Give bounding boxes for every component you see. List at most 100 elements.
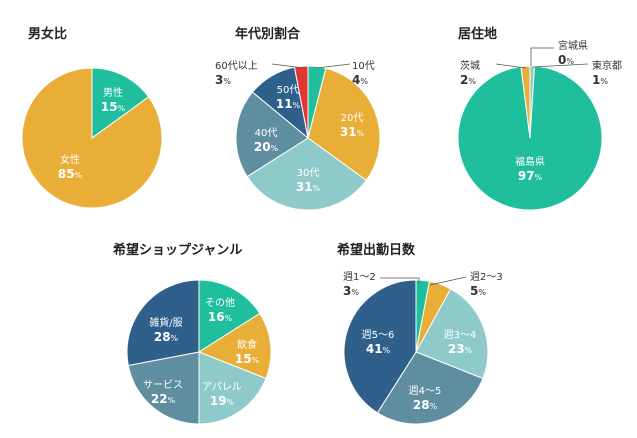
slice-label: 茨城 xyxy=(460,59,480,72)
leader-line xyxy=(380,277,420,283)
slice-label: 女性 xyxy=(60,153,80,166)
leader-line xyxy=(316,63,351,69)
slice-label: 福島県 xyxy=(515,155,545,168)
pie-slice xyxy=(246,137,367,211)
pie-slice xyxy=(198,279,261,353)
chart-title: 希望出勤日数 xyxy=(337,242,416,258)
percent-unit: % xyxy=(171,334,179,343)
chart-title: 男女比 xyxy=(28,26,67,42)
slice-label: 20代 xyxy=(341,112,364,124)
percent-unit: % xyxy=(465,346,473,355)
slice-percent: 20% xyxy=(254,140,279,154)
slice-label: 雑貨/服 xyxy=(149,316,182,329)
percent-unit: % xyxy=(227,398,235,407)
pie-slice xyxy=(376,351,484,425)
pie-slice xyxy=(415,288,489,380)
slice-percent: 28% xyxy=(154,330,179,344)
leader-line xyxy=(429,276,467,286)
chart-title: 年代別割合 xyxy=(235,26,301,42)
pie-slice xyxy=(127,351,200,425)
percent-unit: % xyxy=(75,171,83,180)
pie-chart-2: 年代別割合10代4%20代31%30代31%40代20%50代11%60代以上3… xyxy=(215,26,381,211)
slice-percent: 3% xyxy=(215,73,231,87)
percent-unit: % xyxy=(383,346,391,355)
percent-unit: % xyxy=(271,144,279,153)
slice-percent: 16% xyxy=(208,310,233,324)
percent-unit: % xyxy=(357,129,365,138)
slice-label: 東京都 xyxy=(592,59,622,72)
slice-percent: 85% xyxy=(58,167,83,181)
slice-percent: 19% xyxy=(210,394,235,408)
slice-label: 週2～3 xyxy=(470,271,503,283)
slice-label: 40代 xyxy=(255,127,278,139)
pie-slice xyxy=(307,67,381,182)
percent-unit: % xyxy=(468,77,476,86)
percent-unit: % xyxy=(351,288,359,297)
percent-unit: % xyxy=(225,314,233,323)
slice-percent: 11% xyxy=(276,97,301,111)
pie-slice xyxy=(520,65,531,139)
slice-percent: 1% xyxy=(592,73,608,87)
percent-unit: % xyxy=(535,173,543,182)
slice-label: 10代 xyxy=(352,60,375,72)
slice-label: サービス xyxy=(143,379,183,391)
slice-percent: 15% xyxy=(235,352,260,366)
slice-label: 週3～4 xyxy=(444,329,477,341)
slice-percent: 0% xyxy=(558,53,574,67)
pie-slice xyxy=(197,312,272,380)
pie-slice xyxy=(21,67,163,209)
leader-line xyxy=(495,63,527,69)
pie-slice xyxy=(91,67,150,139)
slice-label: アパレル xyxy=(202,381,242,393)
slice-label: 週5～6 xyxy=(362,329,395,341)
slice-percent: 15% xyxy=(101,100,126,114)
leader-line xyxy=(530,47,554,66)
percent-unit: % xyxy=(430,402,438,411)
percent-unit: % xyxy=(168,396,176,405)
pie-slice xyxy=(457,65,603,211)
percent-unit: % xyxy=(252,356,260,365)
pie-slice xyxy=(126,279,200,367)
percent-unit: % xyxy=(293,101,301,110)
chart-title: 希望ショップジャンル xyxy=(113,242,242,258)
pie-slice xyxy=(235,91,309,178)
slice-label: 週1～2 xyxy=(343,271,376,283)
slice-percent: 97% xyxy=(518,169,543,183)
percent-unit: % xyxy=(313,184,321,193)
percent-unit: % xyxy=(566,57,574,66)
slice-label: 宮城県 xyxy=(558,39,588,52)
leader-line xyxy=(532,63,589,68)
pie-slice xyxy=(293,65,309,139)
slice-label: 男性 xyxy=(103,86,123,99)
slice-percent: 22% xyxy=(151,392,176,406)
percent-unit: % xyxy=(223,77,231,86)
slice-percent: 31% xyxy=(296,180,321,194)
percent-unit: % xyxy=(360,77,368,86)
percent-unit: % xyxy=(118,104,126,113)
slice-percent: 31% xyxy=(340,125,365,139)
slice-percent: 3% xyxy=(343,284,359,298)
percent-unit: % xyxy=(478,288,486,297)
slice-percent: 28% xyxy=(413,398,438,412)
leader-line xyxy=(271,63,305,69)
pie-slice xyxy=(198,351,267,425)
slice-percent: 41% xyxy=(366,342,391,356)
pie-slice xyxy=(343,279,417,414)
slice-label: 50代 xyxy=(277,84,300,96)
slice-label: 飲食 xyxy=(237,338,257,351)
slice-percent: 23% xyxy=(448,342,473,356)
slice-label: 30代 xyxy=(297,167,320,179)
slice-label: 60代以上 xyxy=(215,60,258,72)
slice-label: 週4～5 xyxy=(409,385,442,397)
chart-title: 居住地 xyxy=(458,26,497,42)
slice-percent: 4% xyxy=(352,73,368,87)
slice-label: その他 xyxy=(205,296,235,309)
percent-unit: % xyxy=(600,77,608,86)
slice-percent: 2% xyxy=(460,73,476,87)
slice-percent: 5% xyxy=(470,284,486,298)
